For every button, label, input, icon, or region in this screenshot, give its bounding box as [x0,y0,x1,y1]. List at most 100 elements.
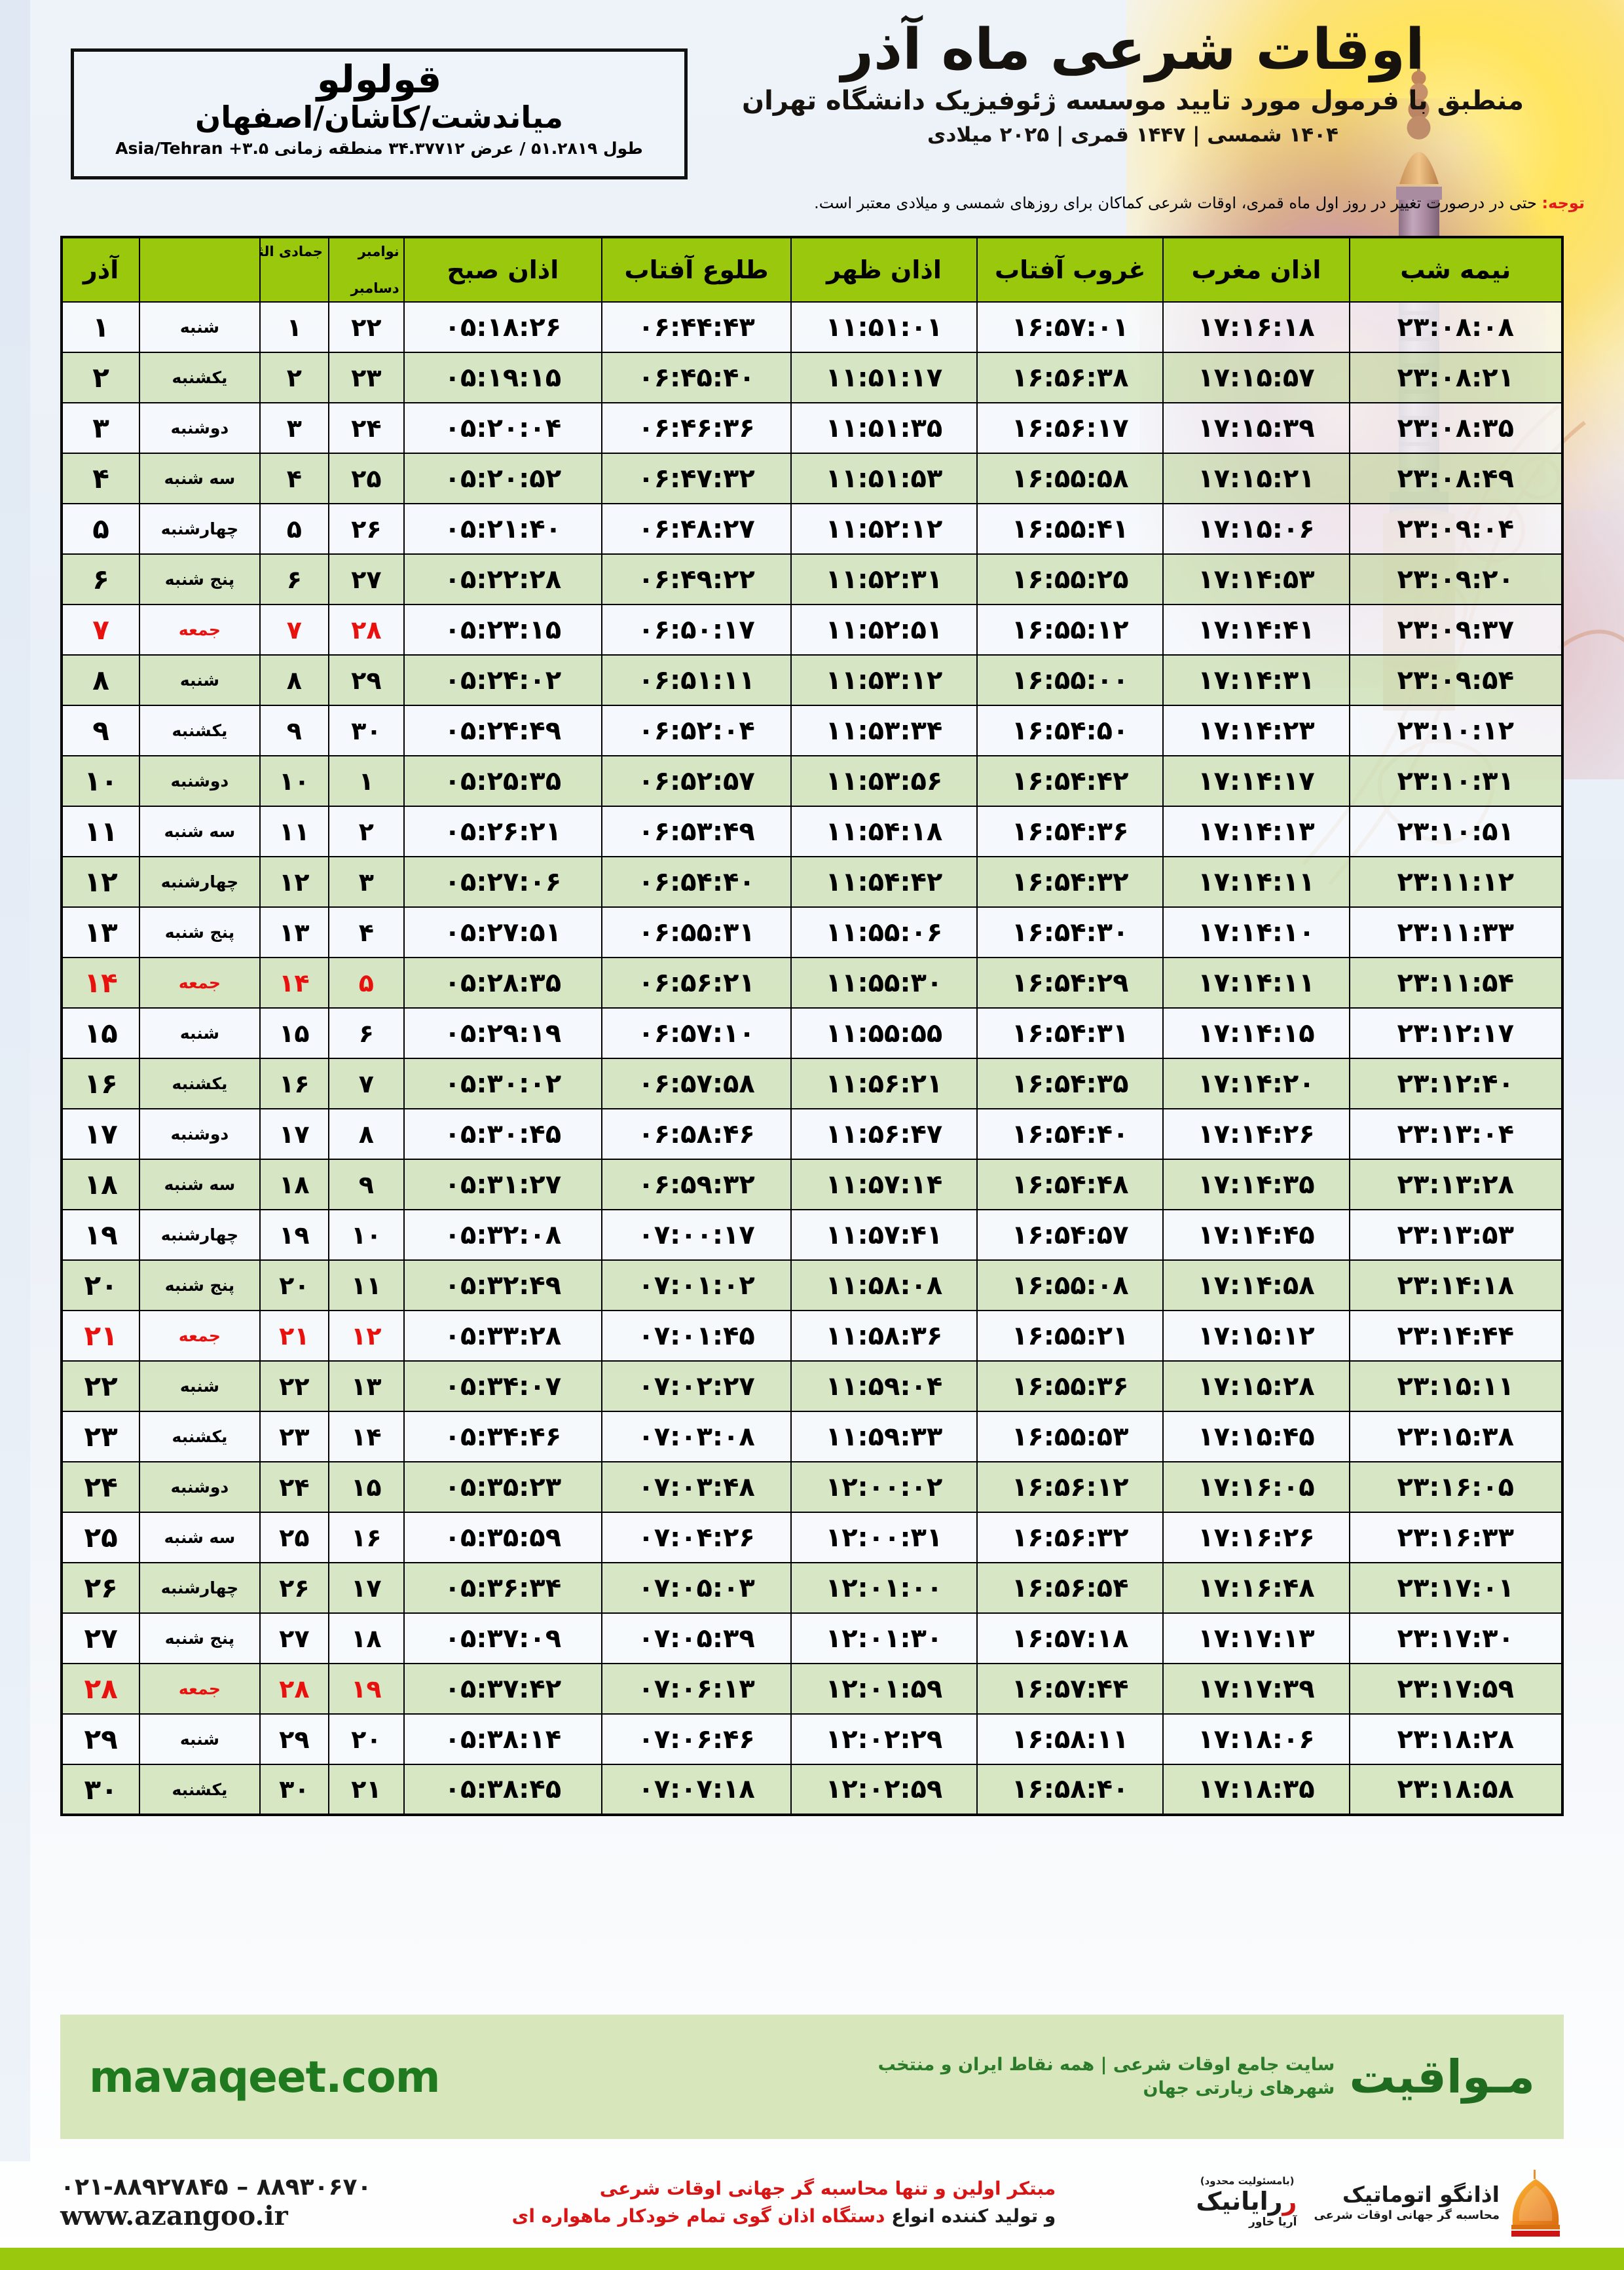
cell-sunset: ۱۶:۵۵:۰۸ [976,1259,1164,1311]
table-row: ۲۳:۰۸:۴۹ ۱۷:۱۵:۲۱ ۱۶:۵۵:۵۸ ۱۱:۵۱:۵۳ ۰۶:۴۷:۳۲… [60,453,1564,504]
cell-sunset: ۱۶:۵۷:۰۱ [976,301,1164,353]
cell-greg: ۲۴ [328,402,405,454]
cell-lunar: ۱۵ [259,1007,330,1059]
cell-greg: ۲۰ [328,1713,405,1765]
cell-day: ۱۳ [60,906,141,958]
cell-sunrise: ۰۶:۵۸:۴۶ [601,1108,792,1160]
cell-day: ۲۰ [60,1259,141,1311]
table-row: ۲۳:۱۳:۲۸ ۱۷:۱۴:۳۵ ۱۶:۵۴:۴۸ ۱۱:۵۷:۱۴ ۰۶:۵۹:۳۲… [60,1159,1564,1210]
rayanik-name: ررایانیک [1196,2187,1297,2216]
cell-weekday: شنبه [139,654,261,706]
promo-line-2-black: و تولید کننده انواع [891,2205,1056,2227]
cell-fajr: ۰۵:۲۴:۴۹ [403,705,603,756]
cell-sunrise: ۰۶:۴۸:۲۷ [601,503,792,555]
table-row: ۲۳:۱۰:۱۲ ۱۷:۱۴:۲۳ ۱۶:۵۴:۵۰ ۱۱:۵۳:۳۴ ۰۶:۵۲:۰۴… [60,705,1564,756]
cell-sunrise: ۰۶:۵۱:۱۱ [601,654,792,706]
cell-day: ۷ [60,604,141,656]
table-row: ۲۳:۱۴:۱۸ ۱۷:۱۴:۵۸ ۱۶:۵۵:۰۸ ۱۱:۵۸:۰۸ ۰۷:۰۱:۰۲… [60,1259,1564,1311]
cell-day: ۲۸ [60,1663,141,1715]
cell-lunar: ۲۸ [259,1663,330,1715]
cell-sunrise: ۰۷:۰۵:۰۳ [601,1562,792,1614]
cell-greg: ۱۶ [328,1512,405,1563]
cell-maghrib: ۱۷:۱۴:۱۵ [1162,1007,1350,1059]
azangoo-text: اذانگو اتوماتیک محاسبه گر جهانی اوقات شر… [1314,2184,1500,2222]
azangoo-website-url[interactable]: www.azangoo.ir [60,2201,288,2231]
column-header-sunrise: طلوع آفتاب [601,236,792,303]
cell-greg: ۴ [328,906,405,958]
cell-fajr: ۰۵:۱۹:۱۵ [403,352,603,403]
cell-greg: ۹ [328,1159,405,1210]
cell-sunset: ۱۶:۵۴:۴۲ [976,755,1164,807]
cell-sunset: ۱۶:۵۵:۳۶ [976,1360,1164,1412]
table-row: ۲۳:۱۶:۰۵ ۱۷:۱۶:۰۵ ۱۶:۵۶:۱۲ ۱۲:۰۰:۰۲ ۰۷:۰۳:۴۸… [60,1461,1564,1513]
azangoo-logo[interactable]: اذانگو اتوماتیک محاسبه گر جهانی اوقات شر… [1314,2168,1564,2237]
cell-day: ۹ [60,705,141,756]
cell-midnight: ۲۳:۱۲:۱۷ [1348,1007,1564,1059]
table-body: ۲۳:۰۸:۰۸ ۱۷:۱۶:۱۸ ۱۶:۵۷:۰۱ ۱۱:۵۱:۰۱ ۰۶:۴۴:۴۳… [60,301,1564,1815]
cell-fajr: ۰۵:۳۰:۰۲ [403,1058,603,1109]
cell-midnight: ۲۳:۱۲:۴۰ [1348,1058,1564,1109]
cell-weekday: یکشنبه [139,1058,261,1109]
cell-maghrib: ۱۷:۱۵:۱۲ [1162,1310,1350,1362]
column-header-gregorian: نوامبر دسامبر [328,236,405,303]
cell-midnight: ۲۳:۱۰:۵۱ [1348,806,1564,857]
cell-weekday: جمعه [139,1310,261,1362]
cell-sunset: ۱۶:۵۶:۱۷ [976,402,1164,454]
table-row: ۲۳:۱۰:۳۱ ۱۷:۱۴:۱۷ ۱۶:۵۴:۴۲ ۱۱:۵۳:۵۶ ۰۶:۵۲:۵۷… [60,755,1564,807]
cell-weekday: سه شنبه [139,1159,261,1210]
rayanik-sub-labels: آریا خاور [1196,2216,1297,2229]
cell-maghrib: ۱۷:۱۶:۰۵ [1162,1461,1350,1513]
cell-maghrib: ۱۷:۱۴:۳۵ [1162,1159,1350,1210]
cell-fajr: ۰۵:۲۶:۲۱ [403,806,603,857]
note-body: حتی در درصورت تغییر در روز اول ماه قمری،… [814,194,1542,212]
cell-day: ۳ [60,402,141,454]
cell-weekday: شنبه [139,1360,261,1412]
cell-greg: ۲۳ [328,352,405,403]
mavaqeet-url[interactable]: mavaqeet.com [89,2051,440,2102]
cell-maghrib: ۱۷:۱۶:۱۸ [1162,301,1350,353]
cell-midnight: ۲۳:۱۵:۳۸ [1348,1411,1564,1462]
cell-dhuhr: ۱۱:۵۱:۱۷ [790,352,978,403]
cell-weekday: شنبه [139,1007,261,1059]
cell-lunar: ۲۴ [259,1461,330,1513]
cell-sunset: ۱۶:۵۴:۵۰ [976,705,1164,756]
prayer-times-table-wrapper: نیمه شب اذان مغرب غروب آفتاب اذان ظهر طل… [60,236,1564,1816]
cell-midnight: ۲۳:۱۷:۰۱ [1348,1562,1564,1614]
cell-lunar: ۲۲ [259,1360,330,1412]
cell-sunrise: ۰۶:۵۷:۱۰ [601,1007,792,1059]
cell-weekday: جمعه [139,957,261,1009]
phone-numbers[interactable]: ۰۲۱-۸۸۹۲۷۸۴۵ – ۸۸۹۳۰۶۷۰ [60,2174,372,2201]
cell-sunset: ۱۶:۵۵:۴۱ [976,503,1164,555]
cell-sunrise: ۰۷:۰۵:۳۹ [601,1612,792,1664]
rayanik-logo[interactable]: (بامسئولیت محدود) ررایانیک آریا خاور [1196,2175,1297,2229]
cell-lunar: ۱ [259,301,330,353]
cell-day: ۱ [60,301,141,353]
mavaqeet-brand-group: مـواقیت سایت جامع اوقات شرعی | همه نقاط … [837,2050,1535,2104]
city-info-box: قولولو میاندشت/کاشان/اصفهان طول ۵۱.۲۸۱۹ … [71,48,688,179]
cell-dhuhr: ۱۱:۵۶:۲۱ [790,1058,978,1109]
cell-maghrib: ۱۷:۱۴:۴۱ [1162,604,1350,656]
cell-greg: ۱ [328,755,405,807]
cell-dhuhr: ۱۱:۵۱:۵۳ [790,453,978,504]
cell-midnight: ۲۳:۱۶:۰۵ [1348,1461,1564,1513]
contact-block: ۰۲۱-۸۸۹۲۷۸۴۵ – ۸۸۹۳۰۶۷۰ www.azangoo.ir [60,2174,372,2231]
cell-maghrib: ۱۷:۱۴:۱۳ [1162,806,1350,857]
cell-fajr: ۰۵:۲۴:۰۲ [403,654,603,706]
cell-lunar: ۸ [259,654,330,706]
cell-sunrise: ۰۷:۰۶:۴۶ [601,1713,792,1765]
table-row: ۲۳:۱۵:۳۸ ۱۷:۱۵:۴۵ ۱۶:۵۵:۵۳ ۱۱:۵۹:۳۳ ۰۷:۰۳:۰۸… [60,1411,1564,1462]
column-header-midnight: نیمه شب [1348,236,1564,303]
sponsor-logos: اذانگو اتوماتیک محاسبه گر جهانی اوقات شر… [1196,2168,1564,2237]
table-row: ۲۳:۱۳:۵۳ ۱۷:۱۴:۴۵ ۱۶:۵۴:۵۷ ۱۱:۵۷:۴۱ ۰۷:۰۰:۱۷… [60,1209,1564,1261]
cell-greg: ۱۱ [328,1259,405,1311]
page-subtitle: منطبق با فرمول مورد تایید موسسه ژئوفیزیک… [741,86,1524,117]
cell-sunrise: ۰۷:۰۱:۴۵ [601,1310,792,1362]
cell-sunset: ۱۶:۵۵:۲۵ [976,553,1164,605]
cell-midnight: ۲۳:۱۸:۲۸ [1348,1713,1564,1765]
table-row: ۲۳:۰۹:۵۴ ۱۷:۱۴:۳۱ ۱۶:۵۵:۰۰ ۱۱:۵۳:۱۲ ۰۶:۵۱:۱۱… [60,654,1564,706]
cell-fajr: ۰۵:۳۴:۰۷ [403,1360,603,1412]
mavaqeet-banner[interactable]: مـواقیت سایت جامع اوقات شرعی | همه نقاط … [60,2015,1564,2139]
mosque-dome-icon [1511,2170,1560,2237]
cell-maghrib: ۱۷:۱۴:۱۱ [1162,856,1350,908]
cell-day: ۱۱ [60,806,141,857]
